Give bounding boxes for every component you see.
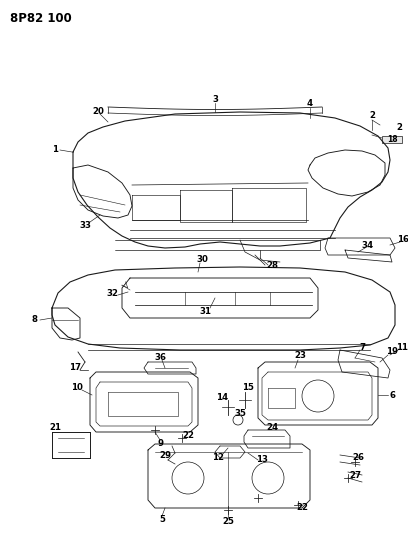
- Text: 20: 20: [92, 107, 104, 116]
- Text: 34: 34: [362, 241, 374, 251]
- Text: 2: 2: [396, 124, 402, 133]
- Text: 23: 23: [294, 351, 306, 360]
- Text: 32: 32: [106, 289, 118, 298]
- Text: 22: 22: [296, 504, 308, 513]
- Text: 21: 21: [49, 424, 61, 432]
- Text: 25: 25: [222, 518, 234, 527]
- Text: 26: 26: [352, 454, 364, 463]
- Text: 9: 9: [157, 440, 163, 448]
- Text: 27: 27: [349, 471, 361, 480]
- Text: 13: 13: [256, 456, 268, 464]
- Text: 19: 19: [386, 348, 398, 357]
- Text: 1: 1: [52, 146, 58, 155]
- Text: 8P82 100: 8P82 100: [10, 12, 72, 25]
- Text: 30: 30: [196, 254, 208, 263]
- Text: 5: 5: [159, 515, 165, 524]
- Text: 15: 15: [242, 384, 254, 392]
- Text: 7: 7: [359, 343, 365, 351]
- Text: 29: 29: [159, 451, 171, 461]
- Text: 8: 8: [32, 316, 38, 325]
- FancyBboxPatch shape: [382, 136, 402, 143]
- Text: 11: 11: [396, 343, 408, 351]
- Text: 24: 24: [266, 423, 278, 432]
- Text: 3: 3: [212, 94, 218, 103]
- Text: 31: 31: [199, 308, 211, 317]
- Text: 17: 17: [69, 364, 81, 373]
- Text: 16: 16: [397, 235, 408, 244]
- Text: 35: 35: [234, 408, 246, 417]
- Text: 4: 4: [307, 100, 313, 109]
- Text: 10: 10: [71, 384, 83, 392]
- Text: 28: 28: [266, 261, 278, 270]
- Text: 22: 22: [182, 431, 194, 440]
- Text: 12: 12: [212, 454, 224, 463]
- Text: 6: 6: [390, 391, 396, 400]
- Text: 36: 36: [154, 352, 166, 361]
- Text: 33: 33: [79, 221, 91, 230]
- Text: 14: 14: [216, 392, 228, 401]
- Text: 2: 2: [369, 111, 375, 120]
- Text: 18: 18: [387, 135, 397, 144]
